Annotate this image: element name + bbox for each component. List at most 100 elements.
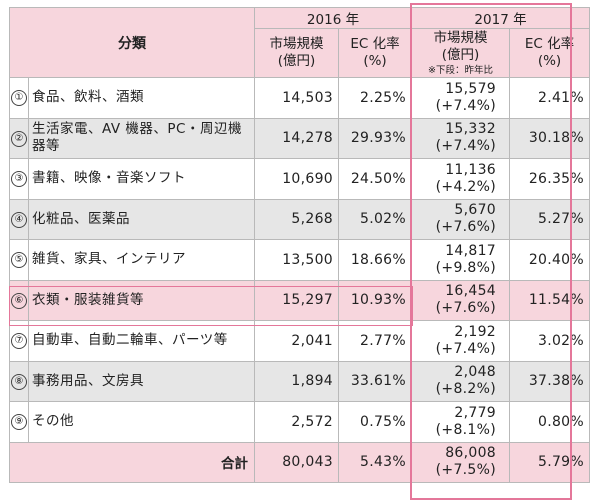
yoy-change: (+7.6%) xyxy=(435,300,496,317)
table-row: ③ 書籍、映像・音楽ソフト 10,690 24.50% 11,136 (+4.2%) 26.… xyxy=(9,158,590,200)
ec-rate-2016: 33.61% xyxy=(338,360,412,402)
row-number: ⑦ xyxy=(11,333,27,350)
row-number-cell: ⑤ xyxy=(9,239,29,281)
ec-rate-2016: 2.77% xyxy=(338,320,412,362)
total-label: 合計 xyxy=(9,441,255,483)
market-size-2017: 5,670 xyxy=(454,202,496,219)
year-2017-header: 2017 年 xyxy=(411,7,590,29)
market-size-2017: 11,136 xyxy=(445,161,496,178)
market-size-2017: 16,454 xyxy=(445,283,496,300)
market-size-2017: 15,579 xyxy=(445,80,496,97)
market-size-2016: 14,278 xyxy=(254,117,339,159)
yoy-change: (+8.1%) xyxy=(435,421,496,438)
yoy-change: (+4.2%) xyxy=(435,178,496,195)
ec-rate-2016: 24.50% xyxy=(338,158,412,200)
ec-rate-2016: 29.93% xyxy=(338,117,412,159)
market-size-2016: 2,572 xyxy=(254,401,339,443)
total-row: 合計 80,043 5.43% 86,008 (+7.5%) 5.79% xyxy=(9,441,590,483)
yoy-change: (+7.4%) xyxy=(435,340,496,357)
market-size-2016: 14,503 xyxy=(254,77,339,119)
market-size-2017: 15,332 xyxy=(445,121,496,138)
market-size-2017-cell: 14,817 (+9.8%) xyxy=(411,239,510,281)
market-size-2016: 1,894 xyxy=(254,360,339,402)
ec-rate-2016-header: EC 化率 (%) xyxy=(338,28,412,78)
total-ec-rate-2016: 5.43% xyxy=(338,441,412,483)
table-row: ⑨ その他 2,572 0.75% 2,779 (+8.1%) 0.80% xyxy=(9,401,590,443)
row-number-cell: ④ xyxy=(9,198,29,240)
category-name: 雑貨、家具、インテリア xyxy=(28,239,255,281)
row-number-cell: ② xyxy=(9,117,29,159)
market-size-2016: 13,500 xyxy=(254,239,339,281)
row-number: ⑤ xyxy=(11,252,27,269)
market-note: ※下段：昨年比 xyxy=(428,65,493,76)
row-number: ⑧ xyxy=(11,373,27,390)
total-market-size-2017: 86,008 xyxy=(445,445,496,462)
yoy-change: (+7.6%) xyxy=(435,219,496,236)
row-number-cell: ① xyxy=(9,77,29,119)
market-size-2017-header: 市場規模 (億円) ※下段：昨年比 xyxy=(411,28,510,78)
ec-rate-2016: 0.75% xyxy=(338,401,412,443)
yoy-change: (+8.2%) xyxy=(435,381,496,398)
category-name: 食品、飲料、酒類 xyxy=(28,77,255,119)
row-number-cell: ⑥ xyxy=(9,279,29,321)
market-size-2016-header: 市場規模 (億円) xyxy=(254,28,339,78)
ec-rate-2017: 5.27% xyxy=(509,198,590,240)
row-number: ③ xyxy=(11,171,27,188)
row-number: ① xyxy=(11,90,27,107)
category-name: 衣類・服装雑貨等 xyxy=(28,279,255,321)
ec-rate-2017: 3.02% xyxy=(509,320,590,362)
market-size-2017-cell: 2,192 (+7.4%) xyxy=(411,320,510,362)
ec-rate-2017: 30.18% xyxy=(509,117,590,159)
market-size-2016: 2,041 xyxy=(254,320,339,362)
market-size-2017-cell: 5,670 (+7.6%) xyxy=(411,198,510,240)
ec-rate-2017: 26.35% xyxy=(509,158,590,200)
market-size-2017: 2,192 xyxy=(454,323,496,340)
market-size-2016: 5,268 xyxy=(254,198,339,240)
category-name: 生活家電、AV 機器、PC・周辺機器等 xyxy=(28,117,255,159)
category-name: 事務用品、文房具 xyxy=(28,360,255,402)
yoy-change: (+7.4%) xyxy=(435,97,496,114)
ec-rate-2017: 11.54% xyxy=(509,279,590,321)
ec-rate-2017: 20.40% xyxy=(509,239,590,281)
market-size-2016: 15,297 xyxy=(254,279,339,321)
market-size-2017: 2,048 xyxy=(454,364,496,381)
row-number: ④ xyxy=(11,211,27,228)
year-2016-header: 2016 年 xyxy=(254,7,412,29)
table-row: ⑧ 事務用品、文房具 1,894 33.61% 2,048 (+8.2%) 37.38% xyxy=(9,360,590,402)
row-number: ② xyxy=(11,130,27,147)
ec-rate-2016: 5.02% xyxy=(338,198,412,240)
market-size-2017-label: 市場規模 (億円) xyxy=(433,30,488,63)
market-size-2017-cell: 16,454 (+7.6%) xyxy=(411,279,510,321)
row-number-cell: ⑧ xyxy=(9,360,29,402)
ec-rate-2017: 2.41% xyxy=(509,77,590,119)
table-row: ② 生活家電、AV 機器、PC・周辺機器等 14,278 29.93% 15,332 (+… xyxy=(9,117,590,159)
total-ec-rate-2017: 5.79% xyxy=(509,441,590,483)
table-row: ④ 化粧品、医薬品 5,268 5.02% 5,670 (+7.6%) 5.27% xyxy=(9,198,590,240)
ec-rate-2017: 0.80% xyxy=(509,401,590,443)
market-size-2017: 14,817 xyxy=(445,242,496,259)
total-yoy-change: (+7.5%) xyxy=(435,462,496,479)
yoy-change: (+9.8%) xyxy=(435,259,496,276)
ec-rate-2016-label: EC 化率 (%) xyxy=(350,36,400,69)
ec-market-table: 分類 2016 年 2017 年 市場規模 (億円) EC 化率 (%) 市場規… xyxy=(9,7,590,483)
row-number-cell: ⑦ xyxy=(9,320,29,362)
table-row: ⑥ 衣類・服装雑貨等 15,297 10.93% 16,454 (+7.6%) 11.54% xyxy=(9,279,590,321)
market-size-2017: 2,779 xyxy=(454,404,496,421)
table-row: ⑦ 自動車、自動二輪車、パーツ等 2,041 2.77% 2,192 (+7.4%) 3.0… xyxy=(9,320,590,362)
ec-rate-2017-header: EC 化率 (%) xyxy=(509,28,590,78)
ec-rate-2016: 2.25% xyxy=(338,77,412,119)
category-name: 書籍、映像・音楽ソフト xyxy=(28,158,255,200)
total-market-size-2017-cell: 86,008 (+7.5%) xyxy=(411,441,510,483)
market-size-2017-cell: 2,779 (+8.1%) xyxy=(411,401,510,443)
category-name: その他 xyxy=(28,401,255,443)
market-size-2016: 10,690 xyxy=(254,158,339,200)
row-number-cell: ⑨ xyxy=(9,401,29,443)
market-size-2017-cell: 15,579 (+7.4%) xyxy=(411,77,510,119)
market-size-2016-label: 市場規模 (億円) xyxy=(269,36,324,69)
row-number: ⑨ xyxy=(11,414,27,431)
ec-rate-2016: 18.66% xyxy=(338,239,412,281)
market-size-2017-cell: 11,136 (+4.2%) xyxy=(411,158,510,200)
category-header: 分類 xyxy=(9,7,255,78)
table-row: ① 食品、飲料、酒類 14,503 2.25% 15,579 (+7.4%) 2.41% xyxy=(9,77,590,119)
market-size-2017-cell: 2,048 (+8.2%) xyxy=(411,360,510,402)
